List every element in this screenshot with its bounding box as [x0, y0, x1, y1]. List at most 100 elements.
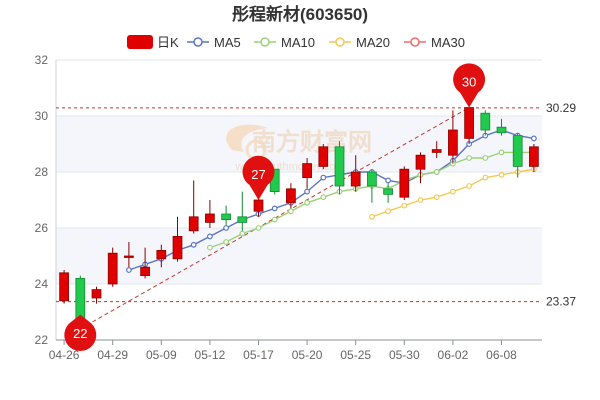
- ma20-point: [466, 183, 473, 189]
- x-tick-label: 04-29: [97, 348, 128, 362]
- candle-body: [124, 255, 134, 258]
- mid-marker-shape: [242, 155, 275, 200]
- legend-label: MA30: [431, 35, 465, 50]
- candle: [124, 242, 134, 268]
- candle-body: [496, 126, 507, 134]
- ma5-point: [271, 205, 278, 212]
- ma10-point: [498, 149, 505, 156]
- legend-candle-icon: [127, 35, 153, 49]
- candle-body: [91, 289, 102, 299]
- y-axis: 22 24 26 28 30 32: [35, 53, 49, 347]
- candle: [415, 152, 426, 184]
- candle: [188, 180, 199, 234]
- resistance-label: 30.29: [546, 101, 576, 115]
- ma20-point: [498, 171, 505, 178]
- candle-body: [529, 146, 539, 167]
- candles: [59, 107, 539, 332]
- ma10-point: [433, 169, 440, 175]
- y-tick-label: 26: [35, 221, 49, 235]
- high-marker: 30: [453, 63, 486, 108]
- candle-body: [188, 216, 199, 232]
- ma5-line: [128, 129, 535, 271]
- ma20-point: [385, 208, 392, 215]
- legend-label: 日K: [157, 35, 179, 50]
- low-marker-shape: [64, 314, 97, 352]
- candle-body: [399, 168, 410, 198]
- candle-body: [253, 199, 264, 212]
- ma10-point: [271, 216, 278, 223]
- chart-title: 彤程新材(603650): [232, 4, 368, 24]
- y-tick-label: 24: [35, 277, 49, 291]
- candle-body: [107, 252, 118, 285]
- price-markers: 30 27 22: [64, 63, 486, 352]
- candle: [383, 183, 393, 203]
- legend-item-ma10: MA10: [254, 35, 315, 50]
- candle: [286, 183, 296, 209]
- ma20-point: [482, 174, 489, 181]
- candle: [107, 247, 118, 287]
- plot-band: [56, 116, 542, 172]
- candle-body: [286, 188, 296, 204]
- candle: [59, 270, 69, 304]
- candle: [350, 155, 361, 192]
- ma20-point: [401, 202, 408, 209]
- candle: [431, 141, 442, 158]
- x-tick-label: 06-02: [438, 348, 469, 362]
- candle-body: [59, 272, 69, 302]
- candle: [91, 286, 102, 304]
- ma10-point: [482, 155, 489, 161]
- x-tick-label: 05-17: [243, 348, 274, 362]
- high-marker-label: 30: [462, 75, 476, 90]
- ma10-point: [239, 230, 246, 237]
- y-tick-label: 22: [35, 333, 49, 347]
- candle: [237, 191, 248, 231]
- candle-body: [318, 146, 329, 167]
- ma5-point: [190, 241, 197, 248]
- candle-body: [334, 146, 345, 187]
- ma5-point: [125, 267, 132, 273]
- candle: [156, 244, 167, 268]
- candle: [512, 132, 523, 178]
- candle: [448, 110, 458, 164]
- candle: [334, 141, 345, 195]
- ma5-point: [223, 225, 230, 231]
- candle-body: [350, 171, 361, 187]
- plot-band: [56, 228, 542, 284]
- candle-body: [140, 266, 150, 277]
- candle-body: [415, 154, 426, 170]
- legend-point-icon: [193, 37, 203, 47]
- ma5-point: [320, 174, 327, 181]
- candle-body: [464, 107, 474, 139]
- x-tick-label: 05-12: [195, 348, 226, 362]
- candle-body: [205, 213, 215, 223]
- high-marker-shape: [453, 63, 486, 108]
- ma10-point: [466, 155, 473, 161]
- legend-item-日k: 日K: [127, 35, 179, 50]
- legend-point-icon: [410, 37, 420, 47]
- candle: [399, 166, 410, 200]
- plot-band: [56, 284, 542, 340]
- ma20-point: [369, 213, 375, 220]
- legend: 日K MA5 MA10 MA20 MA30: [127, 35, 465, 50]
- legend-label: MA20: [356, 35, 390, 50]
- candle-body: [367, 171, 377, 187]
- x-tick-label: 05-25: [340, 348, 371, 362]
- reference-lines: 30.29 23.37: [56, 101, 576, 330]
- low-marker: 22: [64, 314, 97, 352]
- candle: [302, 158, 312, 189]
- watermark-text: 南方财富网: [252, 128, 372, 156]
- candle: [464, 107, 474, 144]
- candle: [205, 200, 215, 228]
- y-tick-label: 28: [35, 165, 49, 179]
- ma5-point: [385, 177, 392, 184]
- ma10-point: [223, 239, 230, 245]
- ma10-point: [255, 225, 262, 231]
- candle: [367, 169, 377, 203]
- candle-body: [302, 163, 312, 179]
- legend-label: MA5: [214, 35, 241, 50]
- ma5-point: [304, 188, 311, 195]
- candle-body: [383, 188, 393, 195]
- x-tick-label: 04-26: [49, 348, 80, 362]
- candle-body: [221, 213, 231, 220]
